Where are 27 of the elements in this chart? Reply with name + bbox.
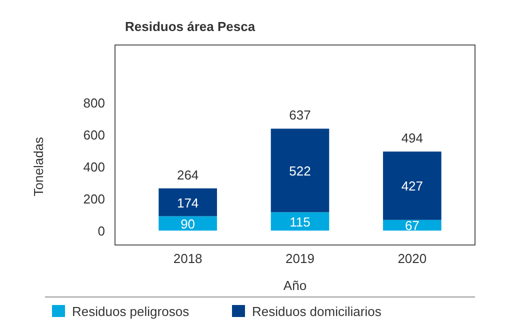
- bar: [158, 216, 217, 231]
- legend-label: Residuos domiciliarios: [252, 304, 382, 319]
- bar: [383, 152, 442, 220]
- y-axis-title: Toneladas: [31, 136, 46, 196]
- total-label: 637: [289, 108, 311, 123]
- chart-title: Residuos área Pesca: [125, 19, 256, 34]
- y-tick-label: 400: [83, 160, 105, 175]
- bar: [270, 128, 330, 212]
- data-label: 90: [180, 216, 196, 232]
- total-label: 494: [401, 130, 424, 146]
- legend-label: Residuos peligrosos: [72, 304, 190, 319]
- x-tick-label: 2020: [398, 251, 427, 266]
- data-label: 174: [176, 195, 199, 210]
- y-tick-label: 600: [83, 128, 105, 143]
- x-tick-label: 2019: [286, 251, 314, 266]
- bar: [158, 188, 217, 216]
- x-tick-label: 2018: [173, 251, 202, 266]
- x-axis-title: Año: [283, 278, 307, 293]
- data-label: 67: [404, 218, 420, 234]
- y-tick-label: 800: [83, 96, 105, 111]
- total-label: 264: [176, 167, 199, 182]
- data-label: 522: [289, 163, 311, 178]
- data-label: 427: [401, 178, 424, 194]
- y-tick-label: 200: [83, 192, 105, 207]
- bar: [270, 212, 330, 231]
- data-label: 115: [290, 214, 310, 230]
- y-tick-label: 0: [98, 224, 105, 239]
